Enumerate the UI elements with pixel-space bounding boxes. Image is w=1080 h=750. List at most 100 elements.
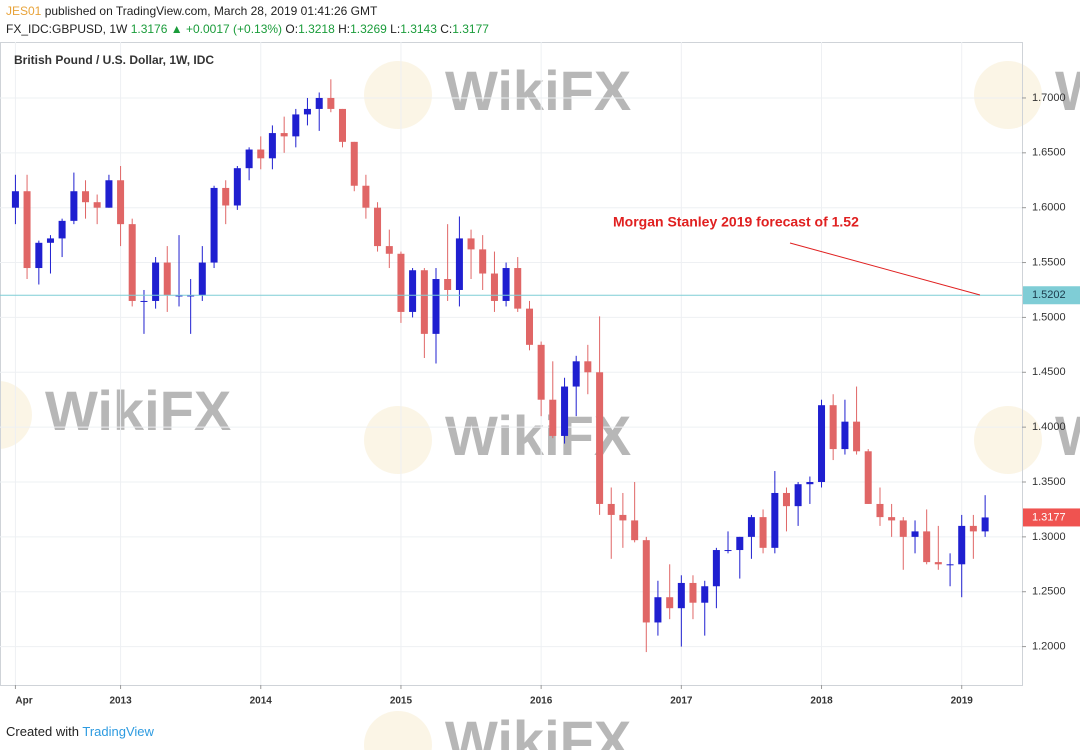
ohlc-value: 1.3218 [298, 22, 335, 36]
candle-body [584, 361, 592, 373]
candle-body [397, 253, 405, 312]
watermark-logo [364, 61, 432, 129]
candle-body [233, 168, 241, 206]
candle-body [35, 242, 43, 269]
candle-body [631, 520, 639, 541]
candle-body [490, 273, 498, 301]
candle-body [152, 262, 160, 301]
candle-body [736, 536, 744, 551]
candle-body [853, 421, 861, 452]
x-tick-label: 2015 [390, 696, 413, 707]
price-label: 1.5202 [1032, 289, 1066, 301]
candle-body [572, 361, 580, 387]
candle-body [222, 187, 230, 206]
candle-body [58, 220, 66, 239]
annotation-arrow [789, 242, 981, 296]
candle-body [198, 262, 206, 296]
ohlc-value: 1.3177 [452, 22, 489, 36]
candle-body [409, 270, 417, 312]
candle-body [11, 191, 19, 208]
candle-body [771, 492, 779, 548]
published: published on TradingView.com, March 28, … [44, 4, 378, 18]
y-tick-label: 1.4500 [1032, 366, 1066, 378]
candle-body [502, 268, 510, 301]
candle-body [350, 141, 358, 186]
watermark: WikiFX [45, 379, 231, 442]
ohlc-label: H: [338, 22, 351, 36]
candle-body [163, 262, 171, 296]
candle-body [841, 421, 849, 450]
candle-body [526, 308, 534, 345]
candle-body [210, 187, 218, 263]
candle-body [596, 372, 604, 504]
candle-body [724, 550, 732, 552]
candle-body [794, 484, 802, 507]
candle-body [934, 562, 942, 565]
candle-body [818, 405, 826, 483]
candle-body [93, 202, 101, 208]
candle-body [888, 517, 896, 521]
y-tick-label: 1.4000 [1032, 421, 1066, 433]
watermark-logo [0, 381, 32, 449]
candle-body [946, 564, 954, 566]
arrow: ▲ [170, 22, 183, 36]
candle-body [514, 268, 522, 309]
candle-body [327, 97, 335, 109]
candle-body [981, 517, 989, 532]
chart-title: British Pound / U.S. Dollar, 1W, IDC [14, 53, 214, 67]
watermark: WikiFX [1055, 59, 1080, 122]
y-tick-label: 1.6000 [1032, 202, 1066, 214]
plot-border [0, 42, 1023, 686]
change: +0.0017 (+0.13%) [185, 22, 283, 36]
candle-body [82, 191, 90, 203]
candle-body [338, 108, 346, 142]
candle-body [303, 108, 311, 115]
candle-body [420, 270, 428, 334]
watermark: WikiFX [445, 404, 631, 467]
candle-body [362, 185, 370, 208]
candle-body [105, 180, 113, 208]
candle-body [701, 586, 709, 603]
x-tick-label: 2017 [670, 696, 693, 707]
candle-body [187, 295, 195, 297]
watermark: WikiFX [445, 709, 631, 750]
x-tick-label: Apr [15, 696, 32, 707]
watermark: WikiFX [1055, 404, 1080, 467]
footer-brand[interactable]: TradingView [82, 724, 154, 739]
candle-body [479, 249, 487, 274]
candle-body [911, 531, 919, 537]
price-label-box [1023, 286, 1080, 305]
footer-text: Created with [6, 724, 79, 739]
candle-body [561, 386, 569, 436]
y-tick-label: 1.3000 [1032, 531, 1066, 543]
candle-body [549, 399, 557, 436]
candle-body [46, 238, 54, 243]
candle-body [245, 149, 253, 169]
y-tick-label: 1.5500 [1032, 256, 1066, 268]
y-tick-label: 1.6500 [1032, 147, 1066, 159]
candle-body [257, 149, 265, 159]
candle-body [712, 550, 720, 587]
candle-body [432, 279, 440, 334]
ohlc-label: C: [440, 22, 453, 36]
y-tick-label: 1.3500 [1032, 476, 1066, 488]
watermark-logo [974, 61, 1042, 129]
y-tick-label: 1.2000 [1032, 641, 1066, 653]
x-tick-label: 2018 [810, 696, 833, 707]
candle-body [782, 492, 790, 507]
candle-body [374, 207, 382, 247]
candle-body [677, 582, 685, 609]
candle-body [537, 344, 545, 400]
candle-body [268, 133, 276, 159]
candle-body [969, 525, 977, 532]
candle-body [467, 238, 475, 250]
symbol: FX_IDC:GBPUSD, 1W [6, 22, 128, 36]
candle-body [128, 224, 136, 301]
candle-body [806, 482, 814, 485]
last: 1.3176 [130, 22, 168, 36]
author[interactable]: JES01 [6, 4, 42, 18]
candle-body [292, 114, 300, 137]
candle-body [759, 517, 767, 548]
